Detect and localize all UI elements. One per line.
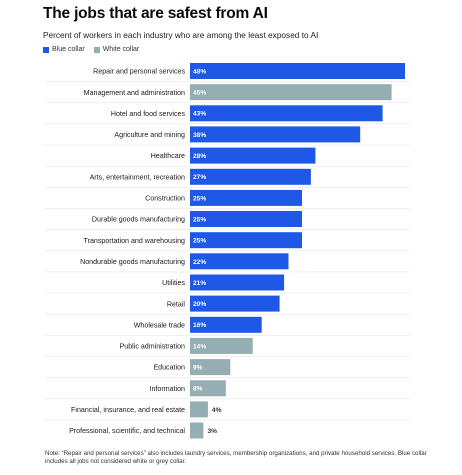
category-label-public-administration: Public administration bbox=[120, 343, 186, 351]
category-label-transportation-and-warehousing: Transportation and warehousing bbox=[84, 237, 186, 245]
category-label-education: Education bbox=[153, 364, 185, 372]
value-label-construction: 25% bbox=[193, 195, 206, 202]
bar-agriculture-and-mining bbox=[190, 126, 361, 143]
value-label-hotel-and-food-services: 43% bbox=[193, 111, 206, 118]
bar-healthcare bbox=[190, 147, 316, 164]
category-label-healthcare: Healthcare bbox=[151, 152, 185, 160]
bar-utilities bbox=[190, 274, 285, 291]
bar-repair-and-personal-services bbox=[190, 63, 405, 79]
value-label-healthcare: 28% bbox=[193, 153, 206, 160]
value-label-nondurable-goods-manufacturing: 22% bbox=[193, 259, 206, 266]
category-label-agriculture-and-mining: Agriculture and mining bbox=[114, 131, 185, 139]
category-label-arts-entertainment-recreation: Arts, entertainment, recreation bbox=[90, 173, 185, 181]
value-label-utilities: 21% bbox=[193, 280, 206, 287]
bar-financial-insurance-and-real-estate bbox=[190, 401, 208, 418]
value-label-wholesale-trade: 16% bbox=[193, 322, 206, 329]
category-label-professional-scientific-and-technical: Professional, scientific, and technical bbox=[69, 427, 185, 435]
category-label-construction: Construction bbox=[145, 195, 185, 203]
category-label-hotel-and-food-services: Hotel and food services bbox=[111, 110, 186, 118]
category-label-information: Information bbox=[150, 385, 186, 393]
bar-retail bbox=[190, 295, 280, 312]
chart-subtitle: Percent of workers in each industry who … bbox=[43, 30, 319, 40]
value-label-durable-goods-manufacturing: 25% bbox=[193, 216, 206, 223]
bar-wholesale-trade bbox=[190, 316, 262, 333]
bar-transportation-and-warehousing bbox=[190, 232, 302, 249]
legend-label-white-collar: White collar bbox=[102, 46, 140, 53]
value-label-arts-entertainment-recreation: 27% bbox=[193, 174, 206, 181]
category-label-utilities: Utilities bbox=[162, 279, 185, 287]
legend-item-blue-collar: Blue collar bbox=[43, 46, 85, 53]
category-label-wholesale-trade: Wholesale trade bbox=[134, 321, 185, 329]
bar-durable-goods-manufacturing bbox=[190, 211, 302, 227]
category-label-durable-goods-manufacturing: Durable goods manufacturing bbox=[92, 216, 185, 224]
bar-information bbox=[190, 380, 226, 397]
value-label-transportation-and-warehousing: 25% bbox=[193, 238, 206, 245]
value-label-management-and-administration: 45% bbox=[193, 90, 206, 97]
bar-management-and-administration bbox=[190, 84, 392, 101]
value-label-information: 8% bbox=[193, 386, 203, 393]
bar-hotel-and-food-services bbox=[190, 105, 383, 122]
value-label-education: 9% bbox=[193, 365, 203, 372]
legend: Blue collar White collar bbox=[43, 46, 139, 53]
bar-arts-entertainment-recreation bbox=[190, 168, 311, 185]
chart-title: The jobs that are safest from AI bbox=[43, 5, 268, 22]
category-label-retail: Retail bbox=[167, 300, 186, 308]
bar-education bbox=[190, 359, 231, 376]
legend-swatch-blue-collar bbox=[43, 46, 49, 53]
legend-swatch-white-collar bbox=[93, 46, 100, 53]
value-label-repair-and-personal-services: 48% bbox=[193, 68, 206, 75]
legend-item-white-collar: White collar bbox=[93, 46, 140, 53]
legend-label-blue-collar: Blue collar bbox=[52, 46, 85, 53]
value-label-agriculture-and-mining: 38% bbox=[193, 132, 206, 139]
bar-public-administration bbox=[190, 337, 253, 354]
footnote: Note: “Repair and personal services” als… bbox=[45, 450, 427, 466]
value-label-retail: 20% bbox=[193, 301, 206, 308]
value-label-financial-insurance-and-real-estate: 4% bbox=[212, 407, 222, 414]
bar-professional-scientific-and-technical bbox=[190, 422, 204, 439]
value-label-professional-scientific-and-technical: 3% bbox=[207, 428, 217, 435]
category-label-management-and-administration: Management and administration bbox=[84, 89, 185, 97]
bar-nondurable-goods-manufacturing bbox=[190, 253, 289, 270]
value-label-public-administration: 14% bbox=[193, 343, 206, 350]
bar-construction bbox=[190, 189, 302, 206]
category-label-financial-insurance-and-real-estate: Financial, insurance, and real estate bbox=[71, 406, 185, 414]
category-label-repair-and-personal-services: Repair and personal services bbox=[93, 68, 185, 76]
category-label-nondurable-goods-manufacturing: Nondurable goods manufacturing bbox=[80, 258, 185, 266]
